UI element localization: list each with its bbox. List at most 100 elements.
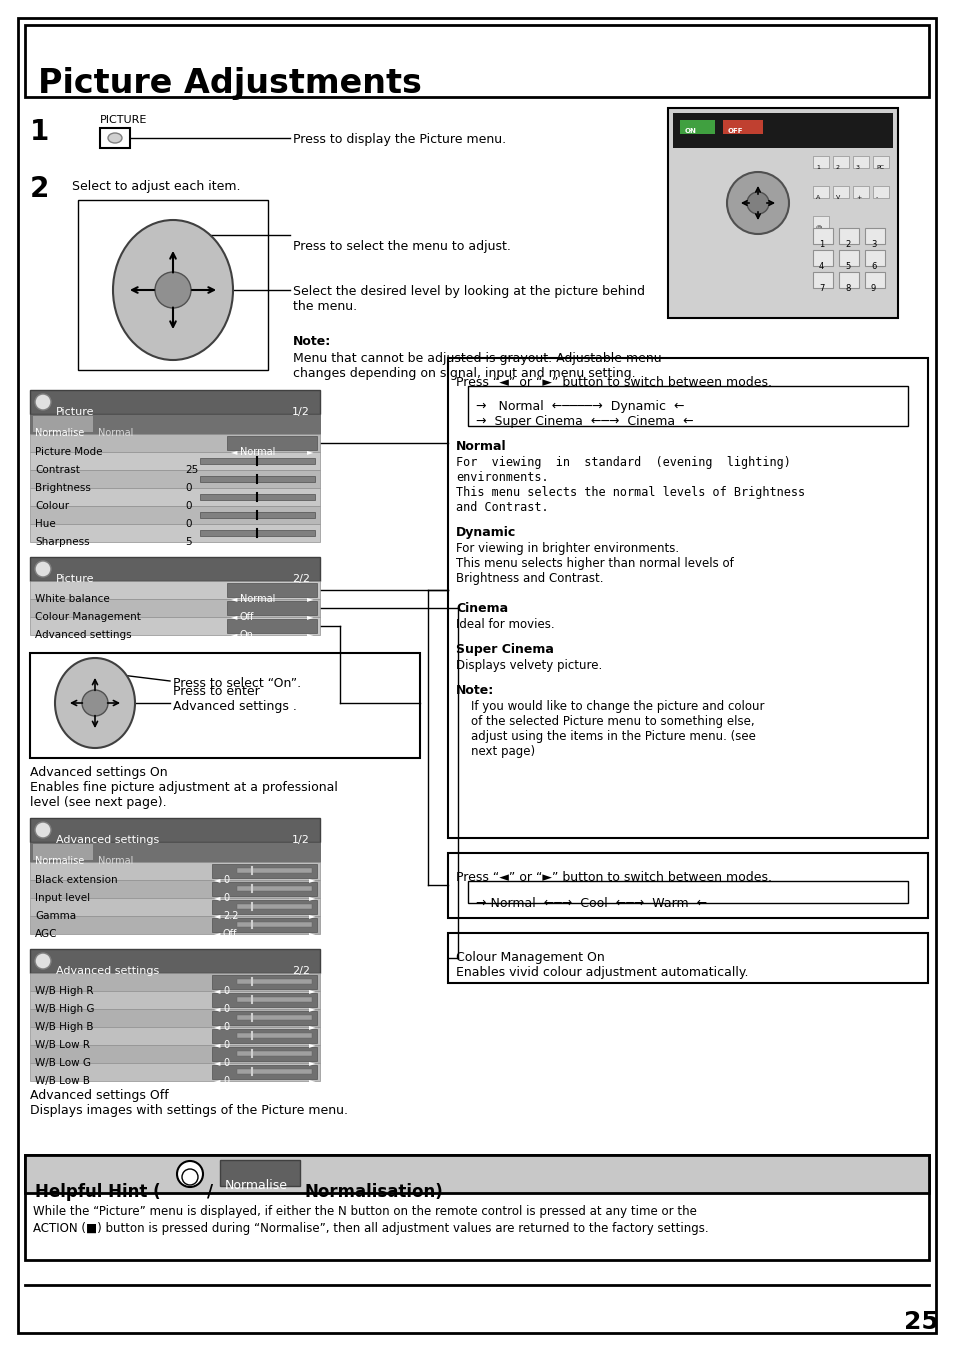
Text: Normal: Normal <box>240 594 275 604</box>
Bar <box>838 228 858 245</box>
Text: ►: ► <box>307 612 314 621</box>
Text: Normal: Normal <box>98 428 133 438</box>
Text: ►: ► <box>309 1040 315 1048</box>
Text: Press to select the menu to adjust.: Press to select the menu to adjust. <box>293 240 511 253</box>
Text: Normal: Normal <box>456 440 506 453</box>
Text: →  Super Cinema  ←─→  Cinema  ←: → Super Cinema ←─→ Cinema ← <box>476 415 693 428</box>
Text: Off: Off <box>240 612 254 621</box>
Bar <box>227 601 316 615</box>
Text: 1: 1 <box>818 240 823 249</box>
Text: ◄: ◄ <box>213 911 220 920</box>
Text: Advanced settings: Advanced settings <box>56 835 159 844</box>
Text: Brightness: Brightness <box>35 484 91 493</box>
Bar <box>812 216 828 228</box>
Text: Picture: Picture <box>56 574 94 584</box>
Bar <box>200 494 314 500</box>
Bar <box>227 436 316 450</box>
Text: 2: 2 <box>30 176 50 203</box>
Bar <box>212 1065 316 1079</box>
Text: 0: 0 <box>223 1040 229 1050</box>
Bar <box>30 898 319 916</box>
Bar <box>30 557 319 581</box>
Bar <box>212 1047 316 1061</box>
Bar <box>30 617 319 635</box>
Bar <box>30 390 319 413</box>
Text: For viewing in brighter environments.
This menu selects higher than normal level: For viewing in brighter environments. Th… <box>456 542 733 585</box>
Bar <box>448 358 927 838</box>
Text: Note:: Note: <box>293 335 331 349</box>
Bar <box>30 598 319 617</box>
Bar <box>30 842 319 862</box>
Text: ◄: ◄ <box>213 929 220 938</box>
Text: /: / <box>207 1183 213 1201</box>
Bar <box>200 530 314 536</box>
Text: Press to enter
Advanced settings .: Press to enter Advanced settings . <box>172 685 296 713</box>
Text: Input level: Input level <box>35 893 90 902</box>
Text: OFF: OFF <box>727 128 742 134</box>
Text: ◄: ◄ <box>213 893 220 902</box>
Text: ◄: ◄ <box>213 1004 220 1013</box>
Text: Normalise: Normalise <box>35 857 84 866</box>
Text: 1: 1 <box>815 165 819 170</box>
Bar <box>212 865 316 878</box>
Text: 4: 4 <box>818 262 823 272</box>
Bar <box>468 386 907 426</box>
Text: Advanced settings Off
Displays images with settings of the Picture menu.: Advanced settings Off Displays images wi… <box>30 1089 348 1117</box>
Ellipse shape <box>82 690 108 716</box>
Text: Helpful Hint (: Helpful Hint ( <box>35 1183 160 1201</box>
Text: V: V <box>835 195 840 200</box>
Text: ►: ► <box>307 594 314 603</box>
Text: ►: ► <box>309 1021 315 1031</box>
Text: W/B High B: W/B High B <box>35 1021 93 1032</box>
Text: W/B High R: W/B High R <box>35 986 93 996</box>
Bar <box>30 413 319 434</box>
Text: 0: 0 <box>223 1075 229 1086</box>
Text: @: @ <box>815 226 821 230</box>
Bar <box>30 1063 319 1081</box>
Circle shape <box>35 952 51 969</box>
Bar <box>236 921 312 927</box>
Text: ►: ► <box>309 929 315 938</box>
Bar <box>200 458 314 463</box>
Text: Advanced settings: Advanced settings <box>56 966 159 975</box>
Bar <box>864 272 884 288</box>
Text: On: On <box>240 630 253 640</box>
Bar <box>30 1009 319 1027</box>
Circle shape <box>35 821 51 838</box>
Bar <box>812 155 828 168</box>
Text: Normal: Normal <box>240 447 275 457</box>
Text: 1: 1 <box>30 118 50 146</box>
Text: 9: 9 <box>870 284 876 293</box>
Bar <box>220 1161 299 1186</box>
Bar <box>200 512 314 517</box>
Text: 0: 0 <box>185 501 192 511</box>
Bar <box>212 1011 316 1025</box>
Text: Contrast: Contrast <box>35 465 80 476</box>
Bar <box>212 882 316 896</box>
Bar <box>812 228 832 245</box>
Text: 5: 5 <box>844 262 849 272</box>
Text: ON: ON <box>684 128 696 134</box>
Text: 0: 0 <box>185 484 192 493</box>
Bar <box>227 584 316 597</box>
Text: ►: ► <box>307 630 314 639</box>
Text: 0: 0 <box>223 875 229 885</box>
Bar <box>30 992 319 1009</box>
Bar <box>25 1155 928 1193</box>
Text: 0: 0 <box>223 1021 229 1032</box>
Text: Press to display the Picture menu.: Press to display the Picture menu. <box>293 132 506 146</box>
Bar <box>864 250 884 266</box>
Circle shape <box>177 1161 203 1188</box>
Text: White balance: White balance <box>35 594 110 604</box>
Text: ►: ► <box>309 986 315 994</box>
Bar <box>30 524 319 542</box>
Text: 0: 0 <box>223 986 229 996</box>
Text: ◄: ◄ <box>231 447 237 457</box>
Bar <box>25 26 928 97</box>
Text: For  viewing  in  standard  (evening  lighting)
environments.
This menu selects : For viewing in standard (evening lightin… <box>456 457 804 513</box>
Text: 6: 6 <box>870 262 876 272</box>
Text: Normal: Normal <box>98 857 133 866</box>
Bar <box>838 250 858 266</box>
Bar <box>832 155 848 168</box>
Bar <box>212 975 316 989</box>
